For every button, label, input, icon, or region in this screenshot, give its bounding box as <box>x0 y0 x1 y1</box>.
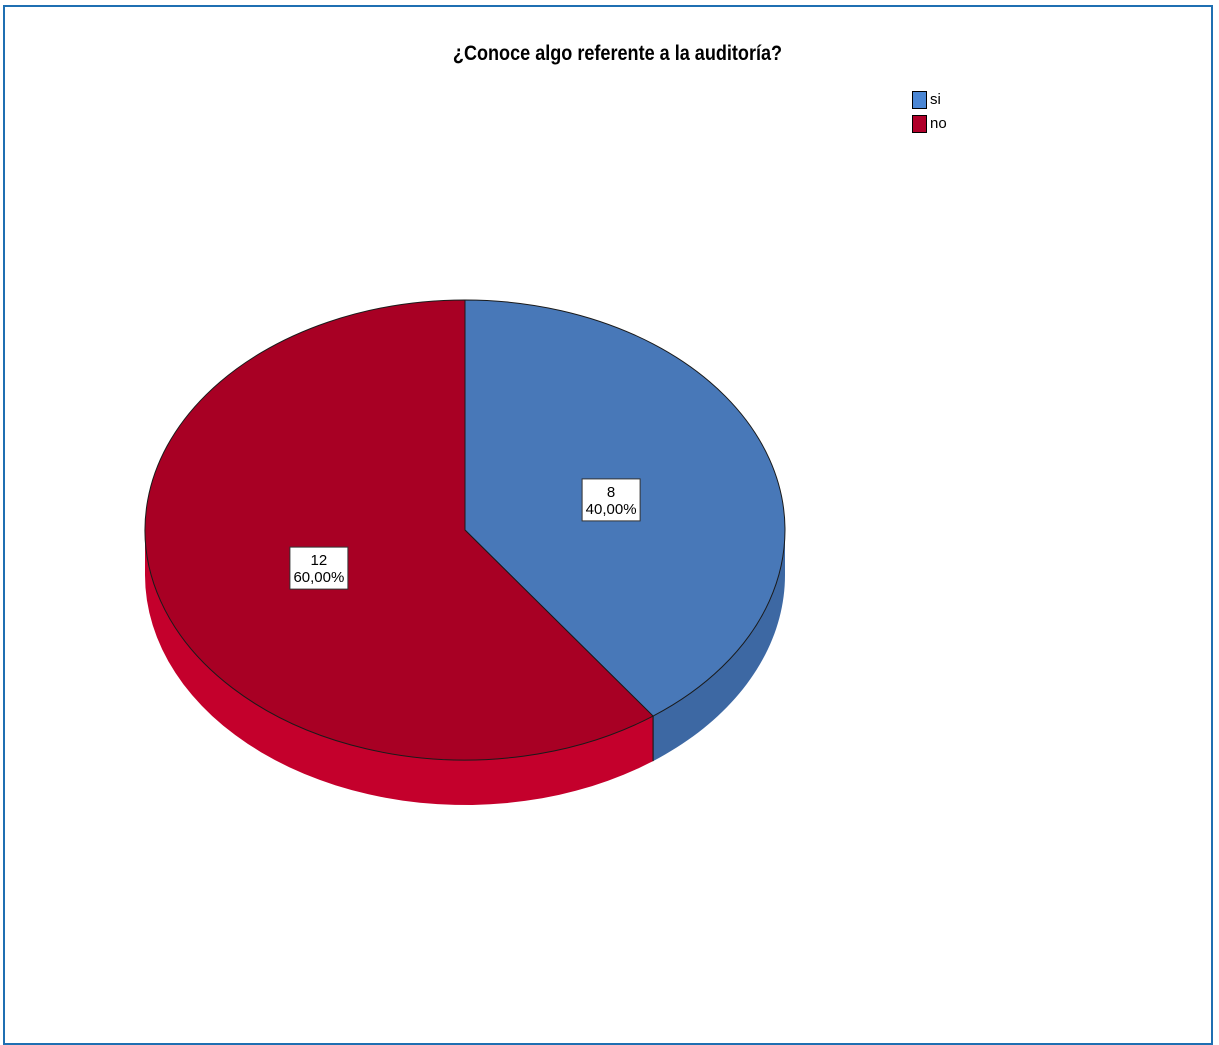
legend-item-si: si <box>912 88 947 112</box>
data-label-box <box>289 546 349 590</box>
data-label-box <box>581 478 641 522</box>
legend-label-no: no <box>930 115 947 132</box>
pie-side-no <box>145 530 654 805</box>
legend-swatch-si <box>912 91 927 109</box>
legend-label-si: si <box>930 91 941 108</box>
pie-side-si <box>653 530 785 762</box>
legend-swatch-no <box>912 115 927 133</box>
legend-item-no: no <box>912 112 947 136</box>
chart-title: ¿Conoce algo referente a la auditoría? <box>452 42 783 65</box>
pie-slice-no <box>144 299 654 761</box>
data-label-count: 12 <box>311 552 328 569</box>
data-label-percent: 40,00% <box>586 501 637 518</box>
data-label-count: 8 <box>607 484 615 501</box>
data-label-percent: 60,00% <box>293 569 344 586</box>
data-label-si: 840,00% <box>581 478 641 522</box>
chart-legend: si no <box>912 88 947 136</box>
